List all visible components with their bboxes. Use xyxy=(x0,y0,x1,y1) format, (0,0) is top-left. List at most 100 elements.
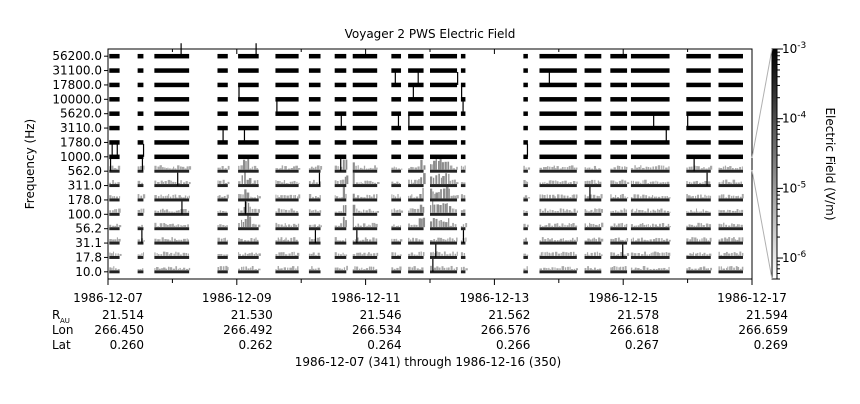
data-dash xyxy=(334,255,347,259)
noise-mark xyxy=(720,194,723,199)
data-dash xyxy=(238,212,259,216)
noise-mark xyxy=(279,181,281,185)
noise-mark xyxy=(292,210,296,213)
data-dash xyxy=(630,198,670,202)
noise-mark xyxy=(611,266,614,271)
noise-mark xyxy=(441,253,443,256)
data-dash xyxy=(408,184,424,188)
spike-mark xyxy=(314,230,317,244)
noise-mark xyxy=(251,166,253,170)
noise-mark xyxy=(180,196,182,199)
data-dash xyxy=(154,169,190,173)
data-dash xyxy=(275,212,299,216)
noise-mark xyxy=(453,268,455,271)
noise-mark xyxy=(593,165,597,170)
data-dash xyxy=(610,53,628,59)
noise-mark xyxy=(708,253,712,256)
data-dash xyxy=(238,255,259,259)
noise-mark xyxy=(418,179,420,185)
noise-mark xyxy=(254,224,257,228)
noise-mark xyxy=(556,166,559,170)
noise-mark xyxy=(250,267,252,271)
noise-mark xyxy=(567,266,569,271)
noise-mark xyxy=(165,195,167,199)
data-dash xyxy=(217,53,228,59)
data-dash xyxy=(154,97,190,102)
ephemeris-row-label: Lat xyxy=(52,338,71,352)
noise-mark xyxy=(464,165,466,170)
noise-mark xyxy=(588,211,591,213)
noise-mark xyxy=(154,252,156,256)
noise-mark xyxy=(588,180,591,185)
noise-mark xyxy=(238,252,240,256)
data-dash xyxy=(584,154,602,160)
noise-mark xyxy=(157,239,160,242)
data-dash xyxy=(460,140,466,145)
noise-mark xyxy=(541,210,544,213)
noise-mark xyxy=(257,268,261,271)
noise-mark xyxy=(663,165,665,170)
noise-mark xyxy=(741,193,744,199)
noise-mark xyxy=(113,168,117,170)
noise-mark xyxy=(454,195,457,199)
noise-mark xyxy=(184,225,187,228)
noise-mark xyxy=(699,182,702,185)
noise-mark xyxy=(360,181,362,185)
data-dash xyxy=(630,184,670,188)
noise-mark xyxy=(451,208,453,213)
noise-mark xyxy=(251,224,253,228)
noise-mark xyxy=(733,252,736,256)
noise-mark xyxy=(375,269,378,271)
noise-mark xyxy=(646,240,648,242)
noise-mark xyxy=(452,222,454,228)
data-dash xyxy=(109,68,120,73)
data-dash xyxy=(686,255,711,259)
noise-mark xyxy=(247,240,250,242)
y-tick-label: 31.1 xyxy=(75,236,102,250)
noise-mark xyxy=(632,237,634,242)
noise-mark xyxy=(298,194,301,199)
noise-mark xyxy=(695,180,699,185)
data-dash xyxy=(391,140,402,145)
data-dash xyxy=(308,53,321,59)
data-dash xyxy=(686,212,711,216)
noise-mark xyxy=(355,182,358,185)
noise-mark xyxy=(705,238,708,242)
noise-mark xyxy=(157,181,160,185)
data-dash xyxy=(137,111,144,116)
noise-mark xyxy=(293,166,296,170)
data-dash xyxy=(352,125,378,131)
noise-mark xyxy=(227,267,229,271)
noise-mark xyxy=(594,208,596,213)
noise-mark xyxy=(449,237,451,242)
data-dash xyxy=(523,97,528,102)
noise-mark xyxy=(154,180,157,185)
noise-mark xyxy=(661,165,663,170)
ephemeris-value: 0.260 xyxy=(110,338,144,352)
noise-mark xyxy=(548,267,550,271)
noise-mark xyxy=(366,194,368,199)
colorbar-tick-label: 10-5 xyxy=(782,180,806,195)
data-dash xyxy=(610,212,628,216)
noise-mark xyxy=(238,268,240,271)
noise-mark xyxy=(411,208,414,213)
data-dash xyxy=(275,140,299,145)
noise-mark xyxy=(542,226,544,228)
noise-mark xyxy=(449,180,452,185)
noise-mark xyxy=(572,251,575,256)
noise-mark xyxy=(566,225,569,228)
data-dash xyxy=(275,184,299,188)
spectrogram-panel xyxy=(107,43,753,280)
noise-mark xyxy=(737,182,740,185)
data-dash xyxy=(137,154,144,160)
noise-mark xyxy=(337,225,340,228)
noise-mark xyxy=(592,269,594,271)
noise-mark xyxy=(455,267,458,271)
noise-mark xyxy=(245,161,247,170)
noise-mark xyxy=(720,254,723,256)
noise-mark xyxy=(701,197,704,199)
data-dash xyxy=(610,241,628,245)
noise-mark xyxy=(718,266,720,271)
noise-mark xyxy=(244,172,246,185)
noise-mark xyxy=(398,182,401,185)
